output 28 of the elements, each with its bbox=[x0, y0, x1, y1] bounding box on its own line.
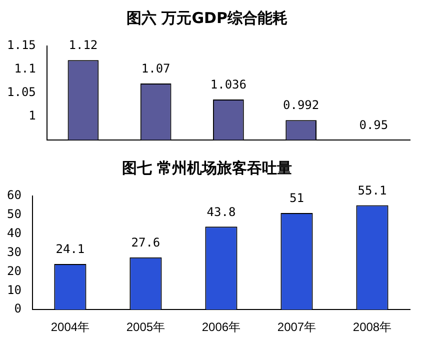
y-tick-label: 20 bbox=[6, 264, 22, 278]
y-tick-label: 10 bbox=[6, 282, 22, 297]
x-tick-label: 2008年 bbox=[352, 320, 392, 334]
x-tick-label: 2006年 bbox=[202, 320, 241, 334]
data-label: 1.036 bbox=[210, 78, 247, 92]
y-tick-label: 1.1 bbox=[14, 62, 36, 76]
x-tick-label: 2005年 bbox=[126, 320, 166, 334]
y-tick-label: 30 bbox=[6, 244, 22, 259]
y-tick-label: 50 bbox=[6, 207, 22, 222]
y-tick-label: 1.05 bbox=[6, 85, 36, 100]
y-tick-label: 0 bbox=[14, 302, 22, 316]
y-tick-label: 40 bbox=[6, 226, 22, 240]
data-label: 24.1 bbox=[56, 242, 85, 256]
data-label: 55.1 bbox=[358, 183, 387, 198]
chart-title: 图六 万元GDP综合能耗 bbox=[126, 8, 288, 27]
x-tick-label: 2007年 bbox=[277, 320, 316, 334]
data-label: 43.8 bbox=[206, 204, 236, 219]
data-label: 51 bbox=[290, 191, 304, 206]
data-label: 0.95 bbox=[359, 118, 388, 132]
data-label: 1.07 bbox=[141, 62, 170, 76]
data-label: 27.6 bbox=[131, 235, 160, 250]
x-tick-label: 2004年 bbox=[50, 320, 90, 334]
y-tick-label: 60 bbox=[6, 188, 22, 202]
data-label: 1.12 bbox=[68, 38, 98, 52]
y-tick-label: 1 bbox=[28, 108, 36, 122]
chart-title: 图七 常州机场旅客吞吐量 bbox=[122, 158, 292, 177]
data-label: 0.992 bbox=[283, 98, 320, 112]
y-tick-label: 1.15 bbox=[6, 38, 36, 52]
